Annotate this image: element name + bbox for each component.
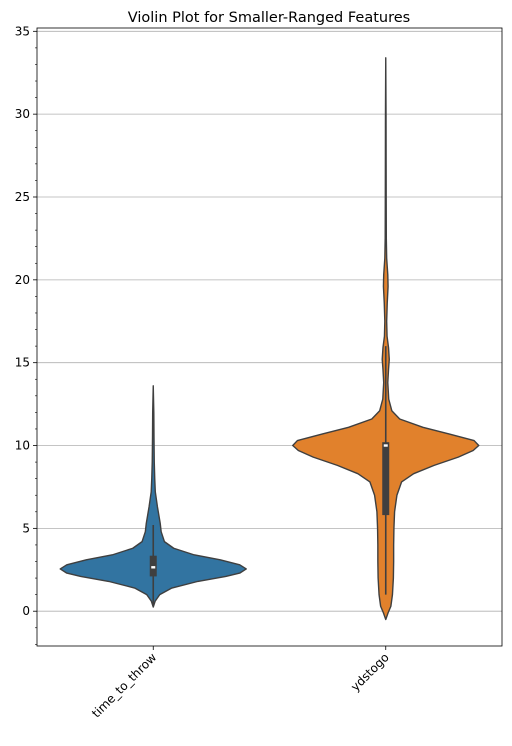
y-tick-label: 35 — [15, 24, 30, 38]
violin-body-time_to_throw — [59, 385, 247, 608]
violin-layer — [59, 57, 480, 621]
violin-iqr-box-time_to_throw — [149, 555, 157, 577]
chart-title: Violin Plot for Smaller-Ranged Features — [128, 10, 410, 26]
violin-body-ydstogo — [292, 57, 480, 621]
y-tick-label: 25 — [15, 190, 30, 204]
y-tick-label: 15 — [15, 356, 30, 370]
y-tick-label: 5 — [22, 521, 30, 535]
y-tick-label: 10 — [15, 439, 30, 453]
y-tick-label: 20 — [15, 273, 30, 287]
violin-iqr-box-ydstogo — [382, 442, 390, 516]
violin-median-time_to_throw — [151, 566, 156, 569]
plot-frame — [36, 27, 503, 647]
y-tick-label: 30 — [15, 107, 30, 121]
violin-median-ydstogo — [383, 444, 388, 447]
y-tick-label: 0 — [22, 604, 30, 618]
grid-layer — [37, 30, 502, 612]
